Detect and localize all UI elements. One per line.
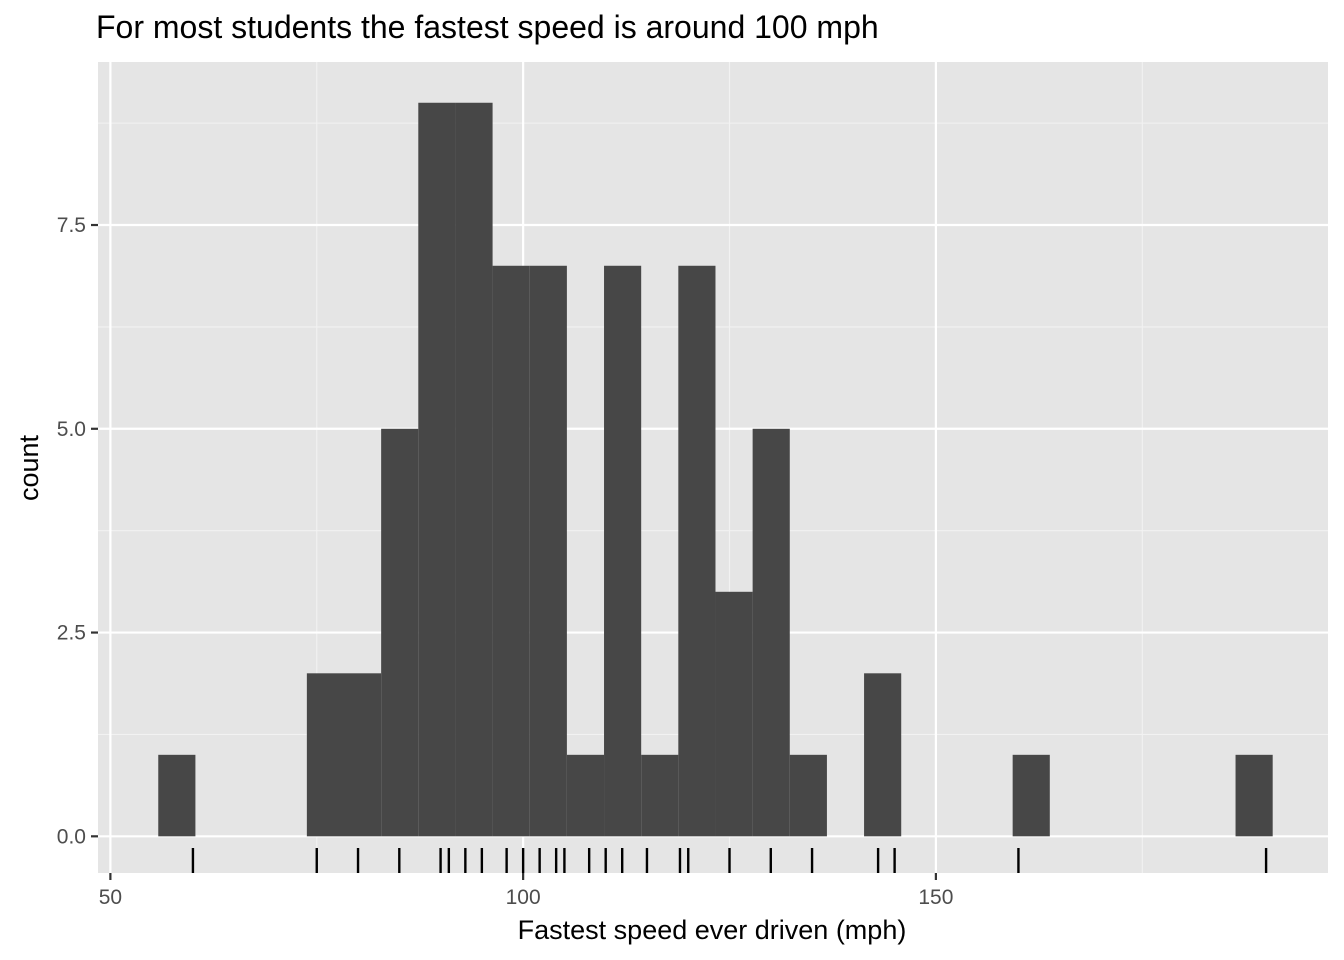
y-tick-label: 2.5: [57, 622, 86, 645]
histogram-bar: [158, 754, 196, 837]
histogram-bar: [604, 265, 642, 837]
histogram-bar: [789, 754, 827, 837]
histogram-bar: [715, 591, 753, 837]
histogram-bar: [566, 754, 605, 837]
histogram-bar: [641, 754, 679, 837]
y-axis-title: count: [14, 434, 44, 501]
plot-area: 50 100 150 0.0 2.5 5.0 7.5: [57, 62, 1328, 909]
histogram-bar: [864, 673, 902, 837]
histogram-bar: [752, 428, 790, 837]
histogram-bar: [455, 102, 493, 837]
x-axis-title: Fastest speed ever driven (mph): [518, 915, 907, 945]
chart-title: For most students the fastest speed is a…: [96, 9, 879, 45]
histogram-bar: [418, 102, 456, 837]
y-tick-label: 5.0: [57, 418, 86, 441]
histogram-bar: [306, 673, 344, 837]
x-tick-label: 50: [99, 886, 122, 909]
y-tick-label: 0.0: [57, 825, 86, 848]
y-tick-label: 7.5: [57, 214, 86, 237]
histogram-bar: [344, 673, 382, 837]
x-tick-label: 150: [918, 886, 953, 909]
histogram-bar: [381, 428, 419, 837]
x-tick-label: 100: [506, 886, 541, 909]
histogram-bar: [529, 265, 567, 837]
histogram-bar: [1235, 754, 1273, 837]
histogram-bar: [492, 265, 530, 837]
histogram-bar: [1012, 754, 1050, 837]
histogram-bar: [678, 265, 716, 837]
